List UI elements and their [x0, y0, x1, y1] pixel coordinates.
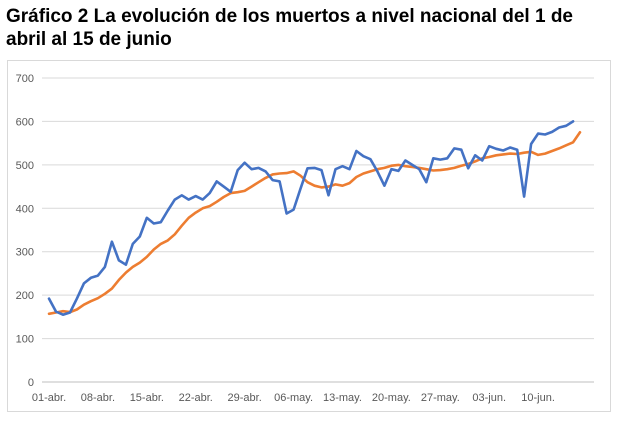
x-tick-label: 03-jun. — [472, 392, 506, 404]
series-line-1 — [47, 131, 582, 316]
y-tick-label: 500 — [16, 160, 34, 172]
x-axis-labels: 01-abr. 08-abr. 15-abr. 22-abr. 29-abr. 06-ma… — [32, 392, 555, 404]
y-tick-label: 0 — [28, 377, 34, 389]
x-tick-label: 01-abr. — [32, 392, 66, 404]
y-tick-label: 200 — [16, 290, 34, 302]
series-line-0 — [47, 120, 575, 317]
x-tick-label: 10-jun. — [521, 392, 555, 404]
y-axis-labels: 0 100 200 300 400 500 600 700 — [16, 73, 34, 389]
y-tick-label: 700 — [16, 73, 34, 85]
x-tick-label: 27-may. — [421, 392, 460, 404]
x-tick-label: 29-abr. — [228, 392, 262, 404]
chart-title: Gráfico 2 La evolución de los muertos a … — [6, 6, 574, 50]
x-tick-label: 15-abr. — [130, 392, 164, 404]
x-tick-label: 13-may. — [323, 392, 362, 404]
chart-frame — [7, 60, 611, 412]
y-tick-label: 600 — [16, 116, 34, 128]
x-tick-label: 06-may. — [274, 392, 313, 404]
gridlines — [42, 77, 594, 383]
series-lines — [47, 120, 582, 317]
y-tick-label: 300 — [16, 247, 34, 259]
x-tick-label: 22-abr. — [179, 392, 213, 404]
y-tick-label: 100 — [16, 334, 34, 346]
y-tick-label: 400 — [16, 203, 34, 215]
x-tick-label: 08-abr. — [81, 392, 115, 404]
x-tick-label: 20-may. — [372, 392, 411, 404]
